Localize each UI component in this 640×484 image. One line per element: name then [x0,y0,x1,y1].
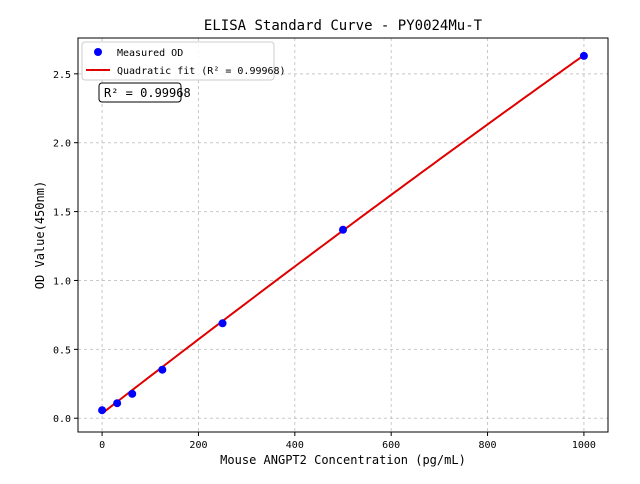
r2-annotation-box [98,82,182,103]
y-tick-label: 1.0 [53,276,71,287]
x-tick-label: 800 [479,440,497,451]
legend: Measured OD Quadratic fit (R² = 0.99968) [81,41,286,81]
fit-line-group [101,54,585,415]
legend-box [81,41,275,81]
fit-line [101,54,585,415]
r2-annotation-text: R² = 0.99968 [104,86,191,100]
y-tick-label: 1.5 [53,208,71,219]
r2-annotation: R² = 0.99968 [98,82,191,103]
grid [78,38,608,432]
x-tick-label: 1000 [572,440,596,451]
data-point [128,389,137,398]
y-axis-label: OD Value(450nm) [33,181,47,289]
data-point [98,406,107,415]
legend-marker-measured [94,48,102,56]
y-tick-label: 2.5 [53,70,71,81]
chart-title: ELISA Standard Curve - PY0024Mu-T [204,18,483,34]
data-point [579,51,588,60]
x-tick-label: 600 [382,440,400,451]
data-point [218,319,227,328]
x-axis: 0 200 400 600 800 1000 [99,432,596,451]
x-tick-label: 0 [99,440,105,451]
x-tick-label: 400 [286,440,304,451]
data-point [113,399,122,408]
x-tick-label: 200 [189,440,207,451]
legend-label-measured: Measured OD [117,48,183,59]
y-tick-label: 0.0 [53,414,71,425]
y-axis: 0.0 0.5 1.0 1.5 2.0 2.5 [53,70,78,425]
legend-label-fit: Quadratic fit (R² = 0.99968) [117,66,286,77]
x-axis-label: Mouse ANGPT2 Concentration (pg/mL) [220,453,466,467]
plot-frame [77,37,609,433]
y-tick-label: 0.5 [53,345,71,356]
data-point [339,225,347,234]
data-point [158,365,167,374]
points-group [98,51,588,415]
y-tick-label: 2.0 [53,139,71,150]
